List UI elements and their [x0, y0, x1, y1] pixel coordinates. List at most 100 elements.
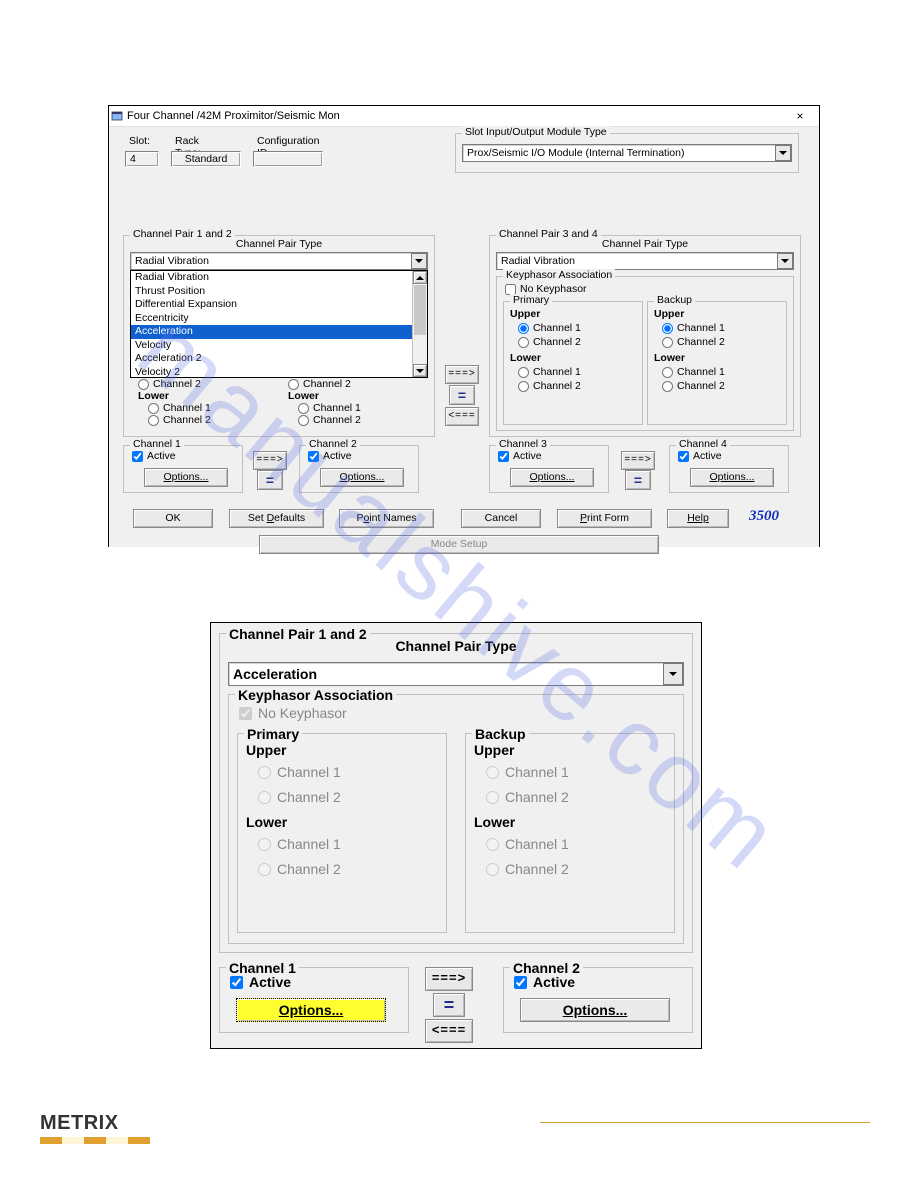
equals-button[interactable]: = [449, 385, 475, 405]
cp12-dropdown[interactable]: Radial Vibration [130, 252, 428, 270]
cp34-group: Channel Pair 3 and 4 Channel Pair Type R… [489, 235, 801, 437]
detail-ch2-options-button[interactable]: Options... [520, 998, 670, 1022]
detail-ch2-active-checkbox[interactable]: Active [514, 974, 575, 990]
detail-prim-lower: Lower [246, 814, 287, 830]
cp12-prim-lower-ch2[interactable]: Channel 2 [148, 414, 211, 426]
cp12-type-listbox[interactable]: Radial Vibration Thrust Position Differe… [130, 270, 428, 378]
list-item[interactable]: Acceleration 2 [131, 352, 427, 366]
io-module-legend: Slot Input/Output Module Type [462, 126, 610, 138]
scroll-thumb[interactable] [414, 285, 426, 335]
close-button[interactable]: × [785, 107, 815, 125]
ch3-active-checkbox[interactable]: Active [498, 450, 542, 462]
detail-legend: Channel Pair 1 and 2 [226, 626, 370, 642]
cp34-back-lower-ch2[interactable]: Channel 2 [662, 380, 725, 392]
titlebar: Four Channel /42M Proximitor/Seismic Mon… [109, 106, 819, 127]
ch12-equals-button[interactable]: = [257, 470, 283, 490]
detail-copy-left-button[interactable]: <=== [425, 1019, 473, 1043]
io-module-group: Slot Input/Output Module Type Prox/Seism… [455, 133, 799, 173]
cancel-button[interactable]: Cancel [461, 509, 541, 528]
detail-copy-right-button[interactable]: ===> [425, 967, 473, 991]
list-item-selected[interactable]: Acceleration [131, 325, 427, 339]
cp12-prim-upper-ch2[interactable]: Channel 2 [138, 378, 211, 390]
detail-ch1-active-checkbox[interactable]: Active [230, 974, 291, 990]
detail-backup-group: Backup Upper Channel 1 Channel 2 Lower C… [465, 733, 675, 933]
detail-prim-upper-ch2[interactable]: Channel 2 [258, 789, 341, 805]
ch4-legend: Channel 4 [676, 438, 730, 450]
detail-back-upper-ch2[interactable]: Channel 2 [486, 789, 569, 805]
detail-back-upper-ch1[interactable]: Channel 1 [486, 764, 569, 780]
point-names-button[interactable]: Point Names [339, 509, 434, 528]
ch1-active-checkbox[interactable]: Active [132, 450, 176, 462]
close-icon: × [796, 109, 803, 123]
ch12-copy-right-button[interactable]: ===> [253, 451, 287, 470]
window-title: Four Channel /42M Proximitor/Seismic Mon [127, 110, 340, 122]
detail-prim-lower-ch1[interactable]: Channel 1 [258, 836, 341, 852]
scroll-down-icon[interactable] [413, 364, 427, 377]
cp34-back-upper-ch1[interactable]: Channel 1 [662, 322, 725, 334]
list-item[interactable]: Radial Vibration [131, 271, 427, 285]
cp12-back-lower-ch1[interactable]: Channel 1 [298, 402, 361, 414]
cp34-backup-legend: Backup [654, 294, 695, 306]
detail-type-selected: Acceleration [233, 666, 317, 682]
detail-prim-lower-ch2[interactable]: Channel 2 [258, 861, 341, 877]
io-module-dropdown[interactable]: Prox/Seismic I/O Module (Internal Termin… [462, 144, 792, 162]
ok-button[interactable]: OK [133, 509, 213, 528]
cp12-group: Channel Pair 1 and 2 Channel Pair Type R… [123, 235, 435, 437]
config-field[interactable] [253, 151, 323, 167]
cp34-prim-upper-ch1[interactable]: Channel 1 [518, 322, 581, 334]
list-item[interactable]: Eccentricity [131, 312, 427, 326]
detail-no-keyphasor-checkbox[interactable]: No Keyphasor [239, 705, 347, 721]
chevron-down-icon [663, 663, 683, 685]
cp34-back-upper-label: Upper [654, 308, 684, 320]
cp34-dropdown-selected: Radial Vibration [501, 255, 575, 267]
slot-field[interactable]: 4 [125, 151, 159, 167]
footer-logo: METRIX [40, 1112, 150, 1144]
detail-keyphasor-legend: Keyphasor Association [235, 687, 396, 703]
set-defaults-button[interactable]: Set Defaults [229, 509, 324, 528]
cp34-prim-lower-ch2[interactable]: Channel 2 [518, 380, 581, 392]
list-item[interactable]: Velocity [131, 339, 427, 353]
ch2-active-checkbox[interactable]: Active [308, 450, 352, 462]
ch34-equals-button[interactable]: = [625, 470, 651, 490]
rack-field[interactable]: Standard [171, 151, 241, 167]
list-item[interactable]: Velocity 2 [131, 366, 427, 380]
ch2-options-button[interactable]: Options... [320, 468, 404, 487]
list-item[interactable]: Thrust Position [131, 285, 427, 299]
detail-type-dropdown[interactable]: Acceleration [228, 662, 684, 686]
copy-right-button[interactable]: ===> [445, 365, 479, 384]
detail-keyphasor-group: Keyphasor Association No Keyphasor Prima… [228, 694, 684, 944]
ch1-options-button[interactable]: Options... [144, 468, 228, 487]
ch4-options-button[interactable]: Options... [690, 468, 774, 487]
ch4-active-checkbox[interactable]: Active [678, 450, 722, 462]
logo-bar-seg [106, 1137, 128, 1144]
detail-back-lower-ch2[interactable]: Channel 2 [486, 861, 569, 877]
cp12-back-upper-ch2[interactable]: Channel 2 [288, 378, 361, 390]
detail-prim-upper-ch1[interactable]: Channel 1 [258, 764, 341, 780]
cp12-legend: Channel Pair 1 and 2 [130, 228, 235, 240]
mode-setup-button[interactable]: Mode Setup [259, 535, 659, 554]
cp34-backup-group: Backup Upper Channel 1 Channel 2 Lower C… [647, 301, 787, 425]
cp12-prim-lower-ch1[interactable]: Channel 1 [148, 402, 211, 414]
list-item[interactable]: Differential Expansion [131, 298, 427, 312]
detail-ch1-options-button[interactable]: Options... [236, 998, 386, 1022]
footer-rule [540, 1122, 870, 1123]
ch34-copy-right-button[interactable]: ===> [621, 451, 655, 470]
copy-left-button[interactable]: <=== [445, 407, 479, 426]
cp34-prim-upper-ch2[interactable]: Channel 2 [518, 336, 581, 348]
cp34-back-upper-ch2[interactable]: Channel 2 [662, 336, 725, 348]
chevron-down-icon [411, 253, 427, 269]
cp12-backup: Channel 2 Lower Channel 1 Channel 2 [288, 378, 361, 426]
cp34-legend: Channel Pair 3 and 4 [496, 228, 601, 240]
cp34-back-lower-ch1[interactable]: Channel 1 [662, 366, 725, 378]
ch3-options-button[interactable]: Options... [510, 468, 594, 487]
cp34-dropdown[interactable]: Radial Vibration [496, 252, 794, 270]
print-form-button[interactable]: Print Form [557, 509, 652, 528]
listbox-scrollbar[interactable] [412, 271, 427, 377]
help-button[interactable]: Help [667, 509, 729, 528]
cp34-prim-lower-ch1[interactable]: Channel 1 [518, 366, 581, 378]
detail-back-lower-ch1[interactable]: Channel 1 [486, 836, 569, 852]
app-icon [111, 110, 123, 122]
scroll-up-icon[interactable] [413, 271, 427, 284]
detail-equals-button[interactable]: = [433, 993, 465, 1017]
cp12-back-lower-ch2[interactable]: Channel 2 [298, 414, 361, 426]
